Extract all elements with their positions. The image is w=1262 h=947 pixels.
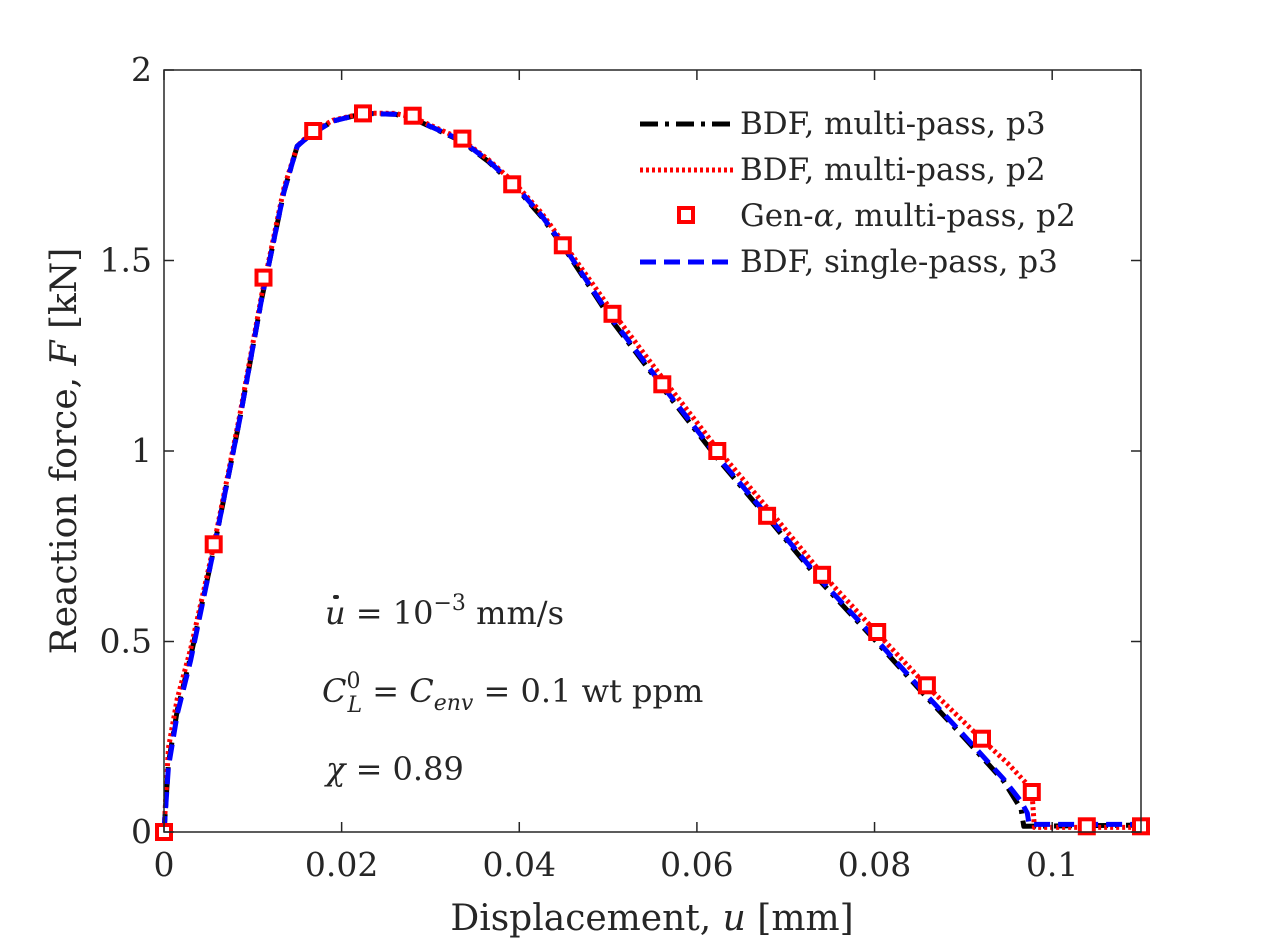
- x-tick-label-0: 0: [154, 845, 175, 884]
- gen-alpha-marker-11: [708, 442, 727, 460]
- legend-item-bdf-multi-p3: BDF, multi-pass, p3: [640, 106, 1046, 142]
- series-line-1: [161, 110, 1141, 833]
- gen-alpha-marker-9: [603, 304, 622, 323]
- x-axis-title: Displacement, u [mm]: [450, 898, 853, 939]
- legend-label-bdf-multi-p3: BDF, multi-pass, p3: [740, 106, 1046, 142]
- gen-alpha-marker-3: [304, 122, 323, 140]
- legend-label-bdf-multi-p2: BDF, multi-pass, p2: [740, 152, 1046, 188]
- legend-item-gen-alpha: Gen-α, multi-pass, p2: [677, 198, 1076, 234]
- legend-label-gen-alpha: Gen-α, multi-pass, p2: [740, 198, 1076, 234]
- gen-alpha-marker-4: [354, 104, 372, 123]
- y-tick-label-3: 1.5: [100, 241, 152, 280]
- gen-alpha-marker-8: [553, 236, 572, 255]
- legend-box: [630, 96, 1128, 292]
- legend-item-bdf-single-p3: BDF, single-pass, p3: [640, 244, 1058, 280]
- legend: BDF, multi-pass, p3 BDF, multi-pass, p2 …: [630, 96, 1128, 292]
- y-axis-title: Reaction force, F [kN]: [44, 248, 85, 655]
- series-layer: [155, 104, 1150, 841]
- gen-alpha-marker-7: [503, 175, 522, 194]
- x-tick-label-4: 0.08: [838, 845, 911, 884]
- legend-label-bdf-single-p3: BDF, single-pass, p3: [740, 244, 1058, 280]
- annotation-concentration: C0 L = Cenv = 0.1 wt ppm: [322, 669, 703, 718]
- y-tick-label-2: 1: [131, 431, 152, 470]
- gen-alpha-marker-5: [403, 106, 422, 125]
- gen-alpha-marker-13: [813, 565, 832, 584]
- gen-alpha-marker-6: [453, 129, 472, 148]
- y-tick-label-4: 2: [131, 50, 152, 89]
- legend-item-bdf-multi-p2: BDF, multi-pass, p2: [640, 152, 1046, 188]
- x-tick-label-3: 0.06: [660, 845, 733, 884]
- x-tick-label-2: 0.04: [483, 845, 556, 884]
- y-tick-label-0: 0: [131, 812, 152, 851]
- annotation-chi: χ = 0.89: [324, 750, 464, 788]
- gen-alpha-marker-17: [1022, 783, 1041, 801]
- gen-alpha-marker-2: [254, 268, 273, 287]
- y-tick-label-1: 0.5: [100, 622, 152, 661]
- tick-layer: 0 0.02 0.04 0.06 0.08 0.1 0 0.5 1 1.5 2: [100, 50, 1141, 884]
- svg-text:u = 10−3 mm/s: u = 10−3 mm/s: [325, 591, 564, 632]
- gen-alpha-marker-1: [204, 535, 223, 554]
- gen-alpha-marker-16: [973, 729, 991, 748]
- x-tick-label-5: 0.1: [1026, 845, 1078, 884]
- x-tick-label-1: 0.02: [305, 845, 378, 884]
- gen-alpha-marker-12: [758, 506, 777, 525]
- gen-alpha-marker-15: [917, 676, 936, 695]
- series-line-3: [161, 110, 1141, 833]
- gen-alpha-marker-10: [653, 375, 672, 394]
- gen-alpha-marker-18: [1077, 817, 1096, 836]
- legend-swatch-gen-alpha: [677, 206, 695, 224]
- annotation-rate: u = 10−3 mm/s: [325, 591, 564, 632]
- gen-alpha-marker-14: [868, 623, 887, 641]
